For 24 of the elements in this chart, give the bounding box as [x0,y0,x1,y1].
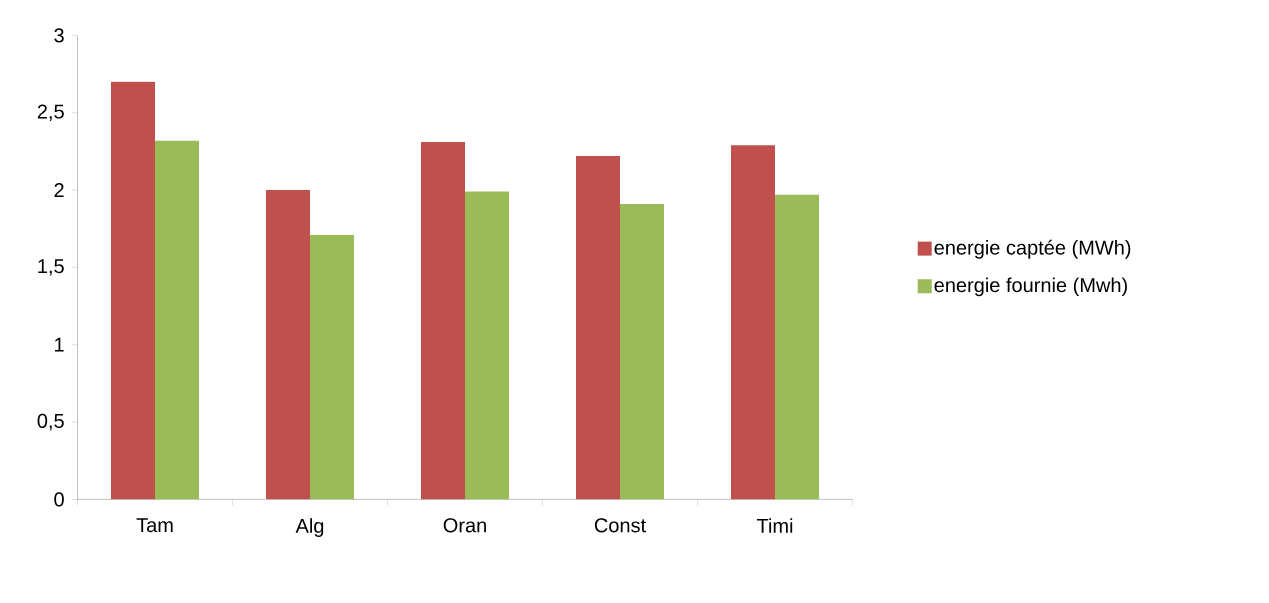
y-tick-label: 0 [54,492,64,507]
y-tick-label: 2,5 [37,104,64,121]
x-tick-label: Tam [136,518,173,533]
x-tick-label: Oran [443,518,486,533]
x-tick-label: Timi [756,518,793,533]
bar [155,140,199,500]
bar [421,142,465,500]
x-tick-label: Alg [295,518,324,537]
y-tick-label: 1 [55,337,64,352]
legend-label: energie captée (MWh) [934,239,1131,259]
y-tick-label: 0,5 [37,413,64,431]
bar [310,234,354,500]
bar [465,191,509,500]
bar [620,203,664,500]
bar [576,156,620,500]
bar [266,190,310,500]
bar [111,81,155,500]
legend-label: energie fournie (Mwh) [934,277,1127,297]
bar [731,145,775,500]
y-tick-label: 3 [54,28,64,43]
y-tick-label: 1,5 [38,259,64,276]
y-tick-label: 2 [54,183,64,198]
bar [775,194,819,500]
x-tick-label: Const [594,518,646,533]
